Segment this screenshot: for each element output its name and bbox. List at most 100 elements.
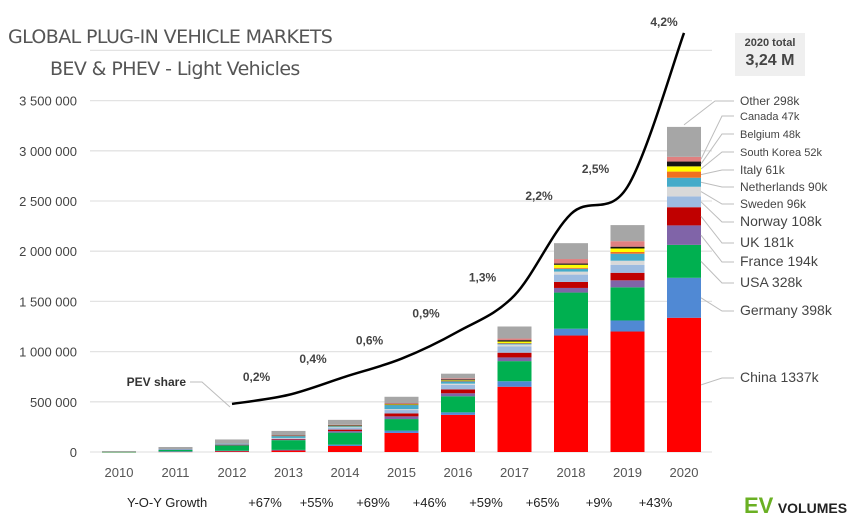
bar-segment-south-korea-2018	[554, 264, 588, 268]
x-tick-label: 2015	[387, 465, 416, 480]
legend-label-usa: USA 328k	[740, 274, 803, 290]
bar-segment-netherlands-2012	[215, 443, 249, 445]
bar-segment-netherlands-2020	[667, 177, 701, 187]
total-value: 3,24 M	[745, 52, 795, 69]
bar-segment-italy-2018	[554, 267, 588, 269]
chart-title: GLOBAL PLUG-IN VEHICLE MARKETS	[8, 26, 333, 48]
bar-segment-south-korea-2016	[441, 380, 475, 381]
bar-segment-uk-2019	[610, 272, 645, 281]
legend-label-south-korea: South Korea 52k	[740, 147, 822, 159]
bar-segment-usa-2015	[384, 419, 419, 431]
legend-label-france: France 194k	[740, 253, 819, 269]
legend-leader-line	[700, 216, 734, 244]
bar-segment-sweden-2014	[328, 427, 362, 428]
pev-share-label: 0,6%	[356, 334, 384, 348]
y-tick-label: 1 000 000	[19, 345, 77, 360]
logo-volumes: VOLUMES	[777, 500, 848, 516]
chart-subtitle: BEV & PHEV - Light Vehicles	[50, 58, 300, 80]
y-tick-label: 1 500 000	[19, 294, 77, 309]
bar-segment-netherlands-2015	[384, 404, 419, 410]
growth-value: +69%	[356, 495, 390, 510]
bar-segment-belgium-2020	[667, 161, 701, 167]
bar-segment-usa-2010	[102, 451, 136, 453]
pev-share-label: 4,2%	[650, 15, 678, 29]
bar-segment-china-2014	[328, 445, 362, 452]
growth-value: +9%	[585, 495, 613, 510]
bar-segment-other-2017	[497, 326, 532, 339]
legend-label-canada: Canada 47k	[740, 111, 800, 123]
bar-segment-netherlands-2014	[328, 425, 362, 428]
bar-segment-china-2013	[271, 450, 306, 452]
bar-segment-sweden-2020	[667, 186, 701, 197]
x-tick-label: 2014	[331, 465, 360, 480]
total-label: 2020 total	[744, 37, 796, 49]
bar-segment-usa-2011	[158, 449, 193, 452]
growth-label: Y-O-Y Growth	[127, 495, 208, 510]
bar-segment-france-2019	[610, 280, 645, 288]
bar-segment-italy-2016	[441, 380, 475, 382]
bar-segment-italy-2015	[384, 404, 419, 406]
bar-segment-uk-2016	[441, 389, 475, 394]
growth-value: +65%	[525, 495, 560, 510]
bar-segment-sweden-2016	[441, 383, 475, 385]
bar-segment-uk-2012	[215, 444, 249, 446]
bar-segment-sweden-2019	[610, 260, 645, 265]
bar-segment-china-2018	[554, 335, 588, 452]
pev-share-line	[231, 32, 686, 406]
bar-segment-usa-2013	[271, 440, 306, 450]
bar-segment-germany-2015	[384, 430, 419, 433]
y-tick-label: 3 000 000	[19, 144, 77, 159]
bar-segment-belgium-2014	[328, 425, 362, 426]
bar-segment-norway-2014	[328, 427, 362, 430]
legend-leader-line	[700, 297, 734, 312]
bar-segment-usa-2018	[554, 292, 588, 329]
legend-label-sweden: Sweden 96k	[740, 197, 807, 211]
bar-segment-germany-2018	[554, 328, 588, 336]
legend-leader-line	[700, 377, 734, 386]
bar-segment-uk-2020	[667, 207, 701, 226]
bar-segment-south-korea-2019	[610, 248, 645, 253]
bar-segment-usa-2014	[328, 432, 362, 445]
bar-segment-china-2016	[441, 414, 475, 452]
bar-segment-sweden-2015	[384, 409, 419, 411]
legend-label-netherlands: Netherlands 90k	[740, 180, 828, 194]
bar-segment-france-2015	[384, 416, 419, 420]
bar-segment-canada-2014	[328, 424, 362, 426]
bar-segment-china-2012	[215, 450, 249, 452]
bar-segment-other-2014	[328, 419, 362, 425]
bar-segment-norway-2020	[667, 196, 701, 208]
bar-segment-china-2019	[610, 331, 645, 452]
x-tick-label: 2019	[613, 465, 642, 480]
bar-segment-other-2010	[102, 450, 136, 452]
x-tick-label: 2018	[557, 465, 586, 480]
legend-label-china: China 1337k	[740, 369, 820, 385]
bar-segment-norway-2017	[497, 346, 532, 353]
bar-segment-sweden-2018	[554, 271, 588, 275]
pev-share-label: 0,9%	[412, 307, 440, 321]
bar-segment-china-2015	[384, 432, 419, 452]
bar-segment-norway-2012	[215, 444, 249, 445]
bar-segment-italy-2019	[610, 252, 645, 254]
legend-leader-line	[700, 191, 734, 205]
bar-segment-norway-2018	[554, 274, 588, 282]
bar-segment-netherlands-2019	[610, 253, 645, 261]
bar-segment-other-2015	[384, 396, 419, 404]
bar-segment-sweden-2013	[271, 437, 306, 439]
growth-value: +55%	[299, 495, 334, 510]
logo-ev: EV	[744, 493, 774, 518]
pev-share-leader	[190, 381, 231, 408]
bar-segment-uk-2018	[554, 281, 588, 288]
bar-segment-belgium-2017	[497, 340, 532, 342]
bar-segment-netherlands-2017	[497, 343, 532, 345]
bar-segment-usa-2020	[667, 244, 701, 278]
bar-segment-china-2017	[497, 386, 532, 452]
legend-leader-line	[700, 169, 734, 176]
pev-share-label: 2,5%	[582, 162, 610, 176]
x-tick-label: 2010	[105, 465, 134, 480]
ev-volumes-logo: EV VOLUMES	[744, 493, 847, 519]
bar-segment-other-2018	[554, 243, 588, 260]
pev-share-label: 1,3%	[469, 270, 497, 284]
bar-segment-belgium-2016	[441, 379, 475, 381]
bar-segment-germany-2020	[667, 277, 701, 318]
